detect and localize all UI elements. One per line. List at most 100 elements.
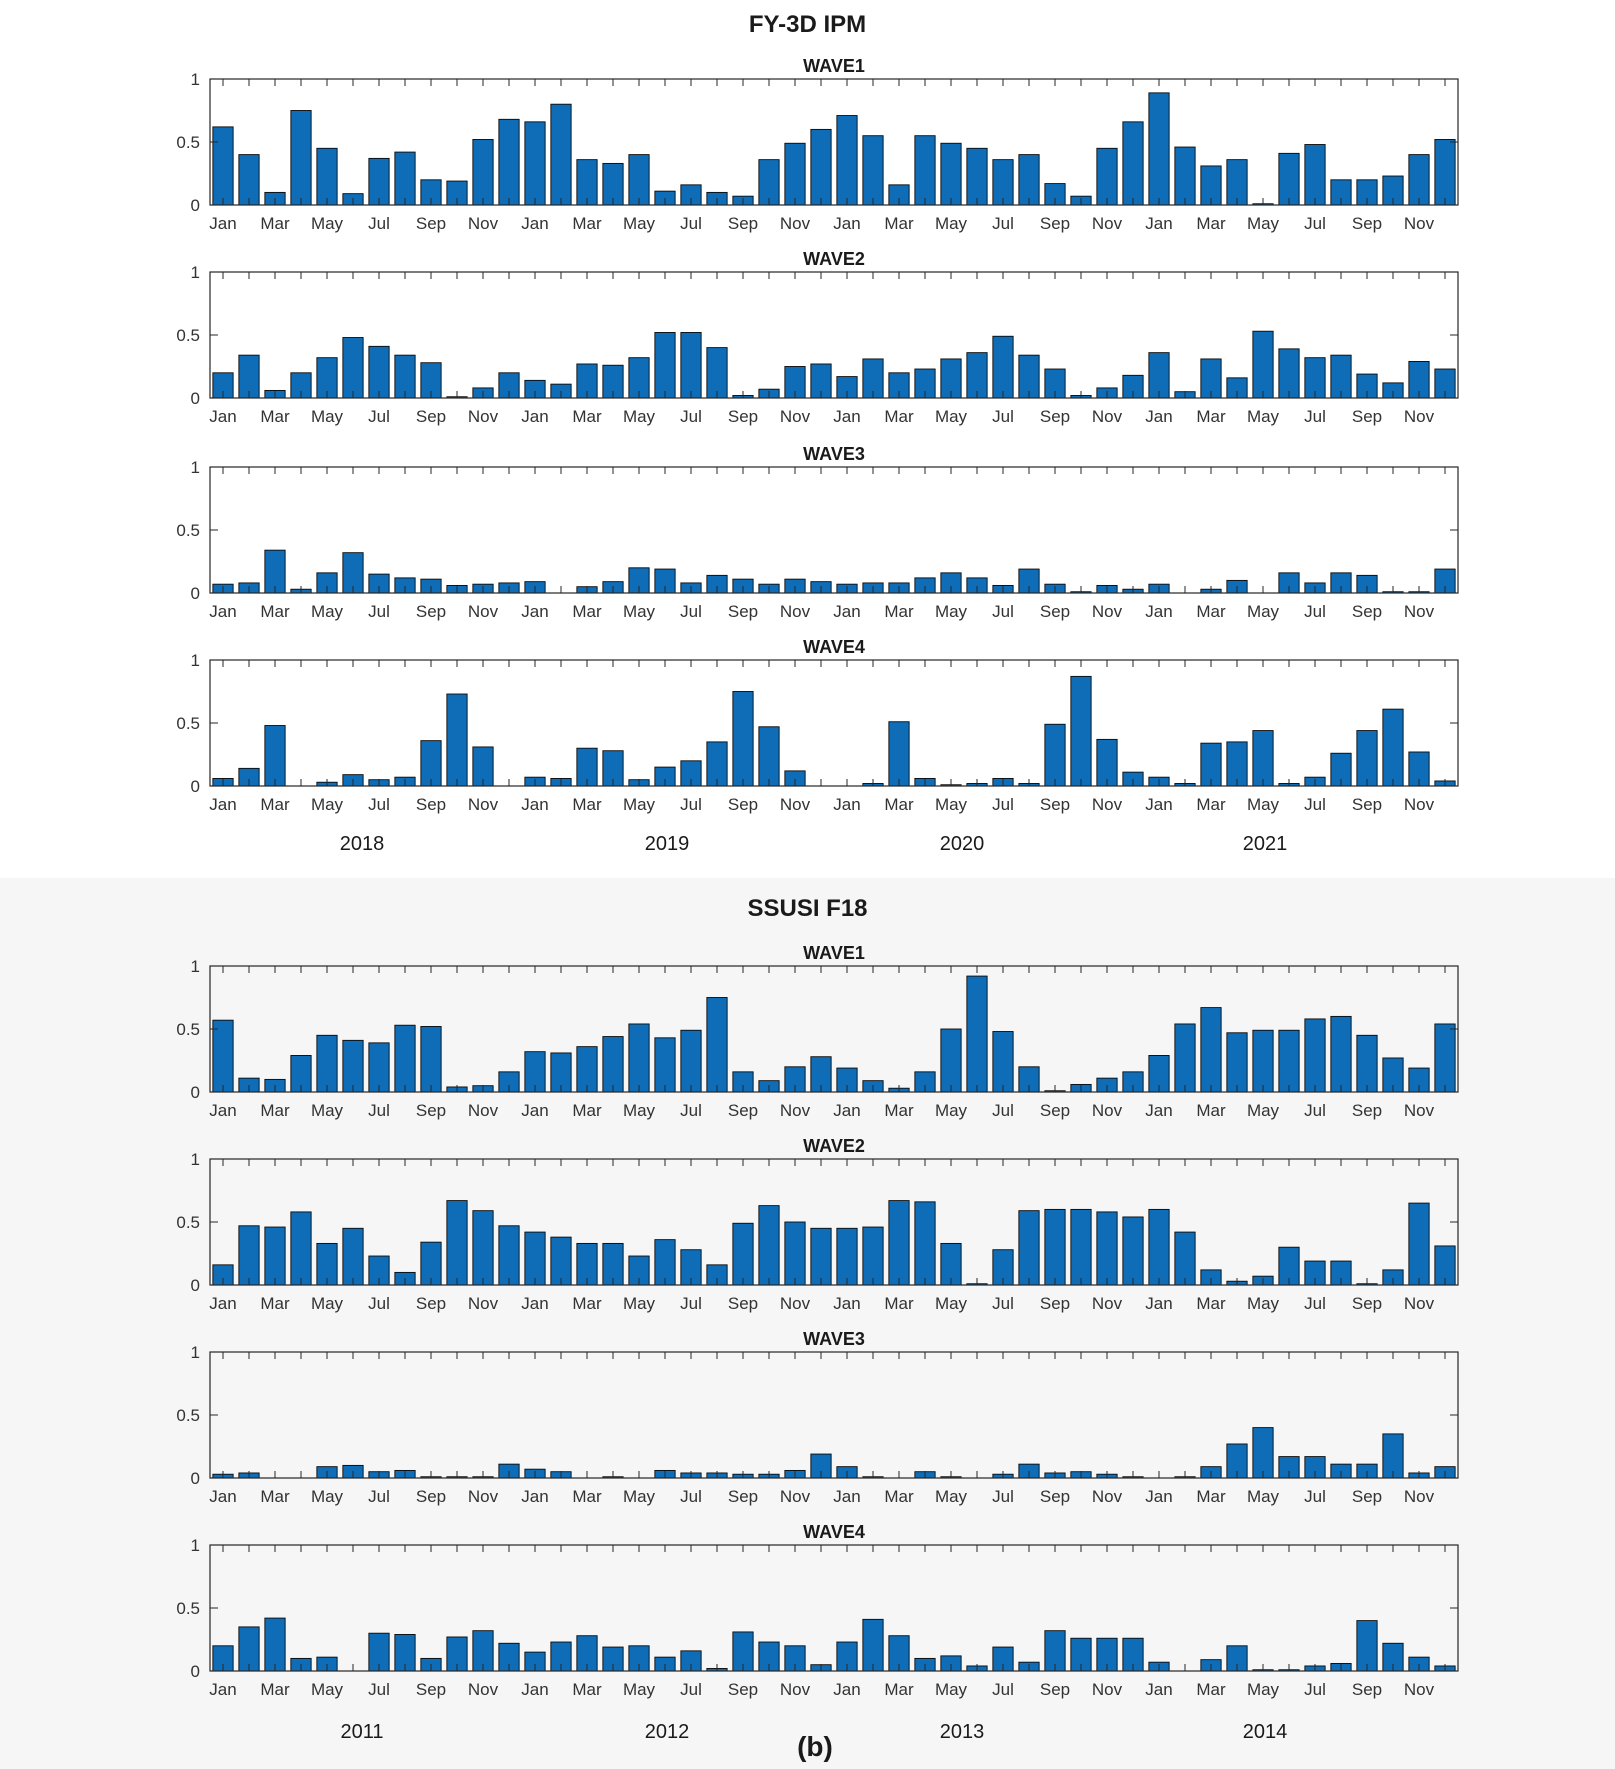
x-tick-label: Jul	[992, 795, 1014, 814]
bar	[836, 1227, 858, 1286]
x-tick-label: Sep	[1352, 1680, 1382, 1699]
x-tick-label: Nov	[1404, 602, 1435, 621]
subplot-wave2: WAVE2 0 0.5 1 Jan Mar May Jul Sep Nov Jan Mar May Jul…	[176, 249, 1459, 426]
x-tick-label: Nov	[468, 795, 499, 814]
bar	[264, 1226, 286, 1286]
year-label: 2020	[940, 833, 985, 855]
bar	[836, 115, 858, 206]
bar	[862, 1618, 884, 1672]
y-tick-label: 1	[191, 263, 200, 282]
x-tick-label: Nov	[1404, 795, 1435, 814]
bar	[1304, 144, 1326, 206]
x-tick-label: Mar	[884, 1294, 914, 1313]
x-tick-label: Jul	[368, 1294, 390, 1313]
bar	[498, 118, 520, 206]
bar	[810, 128, 832, 206]
x-tick-label: May	[935, 1680, 968, 1699]
x-tick-label: Jul	[368, 1680, 390, 1699]
x-tick-label: Mar	[1196, 214, 1226, 233]
x-tick-label: Jan	[209, 214, 236, 233]
y-tick-label: 1	[191, 70, 200, 89]
x-tick-label: Jul	[1304, 407, 1326, 426]
y-tick-label: 0	[191, 389, 200, 408]
x-tick-label: Sep	[1040, 795, 1070, 814]
x-tick-label: Jan	[521, 1294, 548, 1313]
bar	[1174, 146, 1196, 206]
figure-title: FY-3D IPM	[749, 11, 866, 38]
x-tick-label: Mar	[260, 1487, 290, 1506]
y-tick-label: 0	[191, 1276, 200, 1295]
x-tick-label: Jul	[992, 214, 1014, 233]
bar	[680, 1029, 702, 1093]
bar	[1278, 348, 1300, 399]
x-tick-label: Jan	[833, 407, 860, 426]
bar	[1096, 147, 1118, 206]
x-tick-label: May	[935, 214, 968, 233]
x-tick-label: May	[1247, 214, 1280, 233]
bar	[1252, 330, 1274, 399]
x-tick-label: Jul	[680, 407, 702, 426]
x-tick-label: Mar	[1196, 1680, 1226, 1699]
bar	[290, 1211, 312, 1286]
x-tick-label: Jan	[209, 1487, 236, 1506]
y-tick-label: 0	[191, 777, 200, 796]
x-tick-label: Mar	[884, 1101, 914, 1120]
x-tick-label: Jan	[209, 1680, 236, 1699]
bar	[732, 1222, 754, 1286]
bar	[1174, 1231, 1196, 1286]
bar	[706, 347, 728, 399]
x-tick-label: Nov	[1404, 407, 1435, 426]
year-label: 2019	[645, 833, 690, 855]
subplot-wave1: WAVE1 0 0.5 1 Jan Mar May Jul Sep Nov Jan Mar May Jul…	[176, 56, 1459, 233]
bar	[1434, 1023, 1456, 1093]
x-tick-label: May	[1247, 602, 1280, 621]
x-tick-label: Sep	[728, 407, 758, 426]
bar	[1044, 723, 1066, 787]
y-tick-label: 0.5	[176, 1020, 200, 1039]
x-tick-label: May	[311, 407, 344, 426]
bar	[1356, 730, 1378, 787]
x-tick-label: Nov	[780, 1680, 811, 1699]
bar	[498, 1225, 520, 1286]
x-tick-label: Nov	[1092, 214, 1123, 233]
bar	[342, 1039, 364, 1093]
bar	[1434, 139, 1456, 206]
x-tick-label: May	[311, 1101, 344, 1120]
x-tick-label: Jul	[1304, 602, 1326, 621]
x-tick-label: Jan	[833, 795, 860, 814]
x-tick-label: May	[1247, 1680, 1280, 1699]
bar	[940, 142, 962, 206]
x-tick-label: Jul	[992, 407, 1014, 426]
x-tick-label: Jan	[521, 1101, 548, 1120]
x-tick-label: Mar	[884, 602, 914, 621]
x-tick-label: Sep	[416, 1487, 446, 1506]
x-tick-label: Sep	[416, 795, 446, 814]
x-tick-label: Sep	[1352, 1294, 1382, 1313]
subplot-wave3: WAVE3 0 0.5 1 Jan Mar May Jul Sep Nov Jan Mar May Jul…	[176, 444, 1459, 621]
bar	[1252, 1427, 1274, 1479]
x-tick-label: May	[623, 214, 656, 233]
y-tick-label: 0	[191, 584, 200, 603]
subplot-title: WAVE2	[803, 249, 865, 269]
bar	[628, 1023, 650, 1093]
x-tick-label: Jul	[368, 1101, 390, 1120]
x-tick-label: May	[623, 1101, 656, 1120]
y-tick-label: 0.5	[176, 133, 200, 152]
bar	[1356, 1620, 1378, 1672]
y-tick-label: 0.5	[176, 1599, 200, 1618]
x-tick-label: Mar	[1196, 1487, 1226, 1506]
x-tick-label: Jan	[521, 214, 548, 233]
subplot-title: WAVE2	[803, 1136, 865, 1156]
bar	[394, 1024, 416, 1093]
x-tick-label: Jan	[1145, 1294, 1172, 1313]
subplot-title: WAVE3	[803, 1329, 865, 1349]
x-tick-label: Nov	[1404, 1487, 1435, 1506]
x-tick-label: Jan	[1145, 1101, 1172, 1120]
x-tick-label: May	[935, 602, 968, 621]
subplot-wave1: WAVE1 0 0.5 1 Jan Mar May Jul Sep Nov Jan Mar May Jul…	[176, 943, 1459, 1120]
x-tick-label: Jan	[833, 602, 860, 621]
bar	[1356, 1034, 1378, 1093]
x-tick-label: Jul	[1304, 1101, 1326, 1120]
x-tick-label: Sep	[1352, 602, 1382, 621]
bar	[992, 335, 1014, 399]
